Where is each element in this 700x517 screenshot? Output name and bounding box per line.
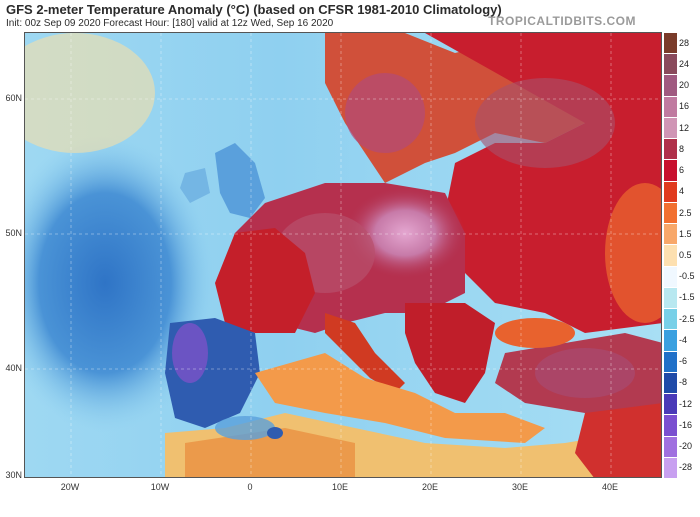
colorbar-swatch: [664, 138, 677, 160]
colorbar-label: -0.5: [679, 271, 695, 282]
colorbar-swatch: [664, 223, 677, 245]
map-title: GFS 2-meter Temperature Anomaly (°C) (ba…: [6, 2, 502, 17]
lon-label-20w: 20W: [60, 482, 80, 492]
colorbar-label: 6: [679, 165, 685, 176]
colorbar-swatch: [664, 435, 677, 457]
colorbar: 28 24 20 16 12 8 6 4 2.5 1.5 0.5 -0.5 -1.5 -2.5 -4 -6 -8…: [664, 32, 700, 478]
graticule: [25, 33, 661, 477]
mediterranean-sea: [255, 353, 545, 443]
map-subtitle: Init: 00z Sep 09 2020 Forecast Hour: [18…: [6, 18, 334, 29]
lat-label-40n: 40N: [5, 363, 22, 373]
lat-label-60n: 60N: [5, 93, 22, 103]
colorbar-label: 28: [679, 37, 690, 48]
anomaly-map-svg: [25, 33, 661, 477]
colorbar-label: -20: [679, 441, 693, 452]
italy: [325, 313, 405, 393]
colorbar-swatch: [664, 159, 677, 181]
colorbar-swatch: [664, 53, 677, 75]
colorbar-label: 1.5: [679, 228, 692, 239]
brand-watermark: TROPICALTIDBITS.COM: [488, 14, 636, 28]
colorbar-label: -1.5: [679, 292, 695, 303]
colorbar-swatch: [664, 74, 677, 96]
colorbar-swatch: [664, 393, 677, 415]
warm-patch-north-atlantic: [25, 33, 155, 153]
colorbar-swatch: [664, 456, 677, 478]
colorbar-label: 4: [679, 186, 685, 197]
colorbar-swatch: [664, 32, 677, 54]
colorbar-swatch: [664, 414, 677, 436]
lon-label-40e: 40E: [601, 482, 619, 492]
lon-label-10w: 10W: [150, 482, 170, 492]
anomaly-map: [24, 32, 662, 478]
lon-label-20e: 20E: [421, 482, 439, 492]
colorbar-swatch: [664, 180, 677, 202]
colorbar-swatch: [664, 308, 677, 330]
black-sea: [495, 318, 575, 348]
colorbar-label: -16: [679, 419, 693, 430]
colorbar-label: -4: [679, 334, 688, 345]
colorbar-swatch: [664, 286, 677, 309]
colorbar-swatch: [664, 201, 677, 224]
colorbar-swatch: [664, 95, 677, 117]
colorbar-label: 12: [679, 122, 690, 133]
colorbar-swatch: [664, 244, 677, 266]
colorbar-swatch: [664, 265, 677, 287]
balkans: [405, 303, 495, 403]
lat-label-50n: 50N: [5, 228, 22, 238]
colorbar-swatch: [664, 371, 677, 394]
colorbar-swatch: [664, 350, 677, 372]
lon-label-0: 0: [247, 482, 253, 492]
middle-east: [575, 403, 661, 477]
lon-label-30e: 30E: [511, 482, 529, 492]
colorbar-swatch: [664, 329, 677, 351]
colorbar-label: -2.5: [679, 313, 695, 324]
lat-label-30n: 30N: [5, 470, 22, 480]
colorbar-label: -28: [679, 462, 693, 473]
colorbar-label: -6: [679, 356, 688, 367]
header: GFS 2-meter Temperature Anomaly (°C) (ba…: [0, 0, 700, 32]
colorbar-label: -12: [679, 398, 693, 409]
colorbar-label: 24: [679, 58, 690, 69]
colorbar-label: 8: [679, 143, 685, 154]
colorbar-label: 20: [679, 80, 690, 91]
colorbar-swatch: [664, 116, 677, 139]
ireland: [180, 168, 210, 203]
lon-label-10e: 10E: [331, 482, 349, 492]
france: [215, 228, 315, 333]
colorbar-label: -8: [679, 377, 688, 388]
colorbar-label: 2.5: [679, 207, 692, 218]
great-britain: [215, 143, 265, 218]
colorbar-label: 0.5: [679, 250, 692, 260]
colorbar-label: 16: [679, 101, 690, 112]
